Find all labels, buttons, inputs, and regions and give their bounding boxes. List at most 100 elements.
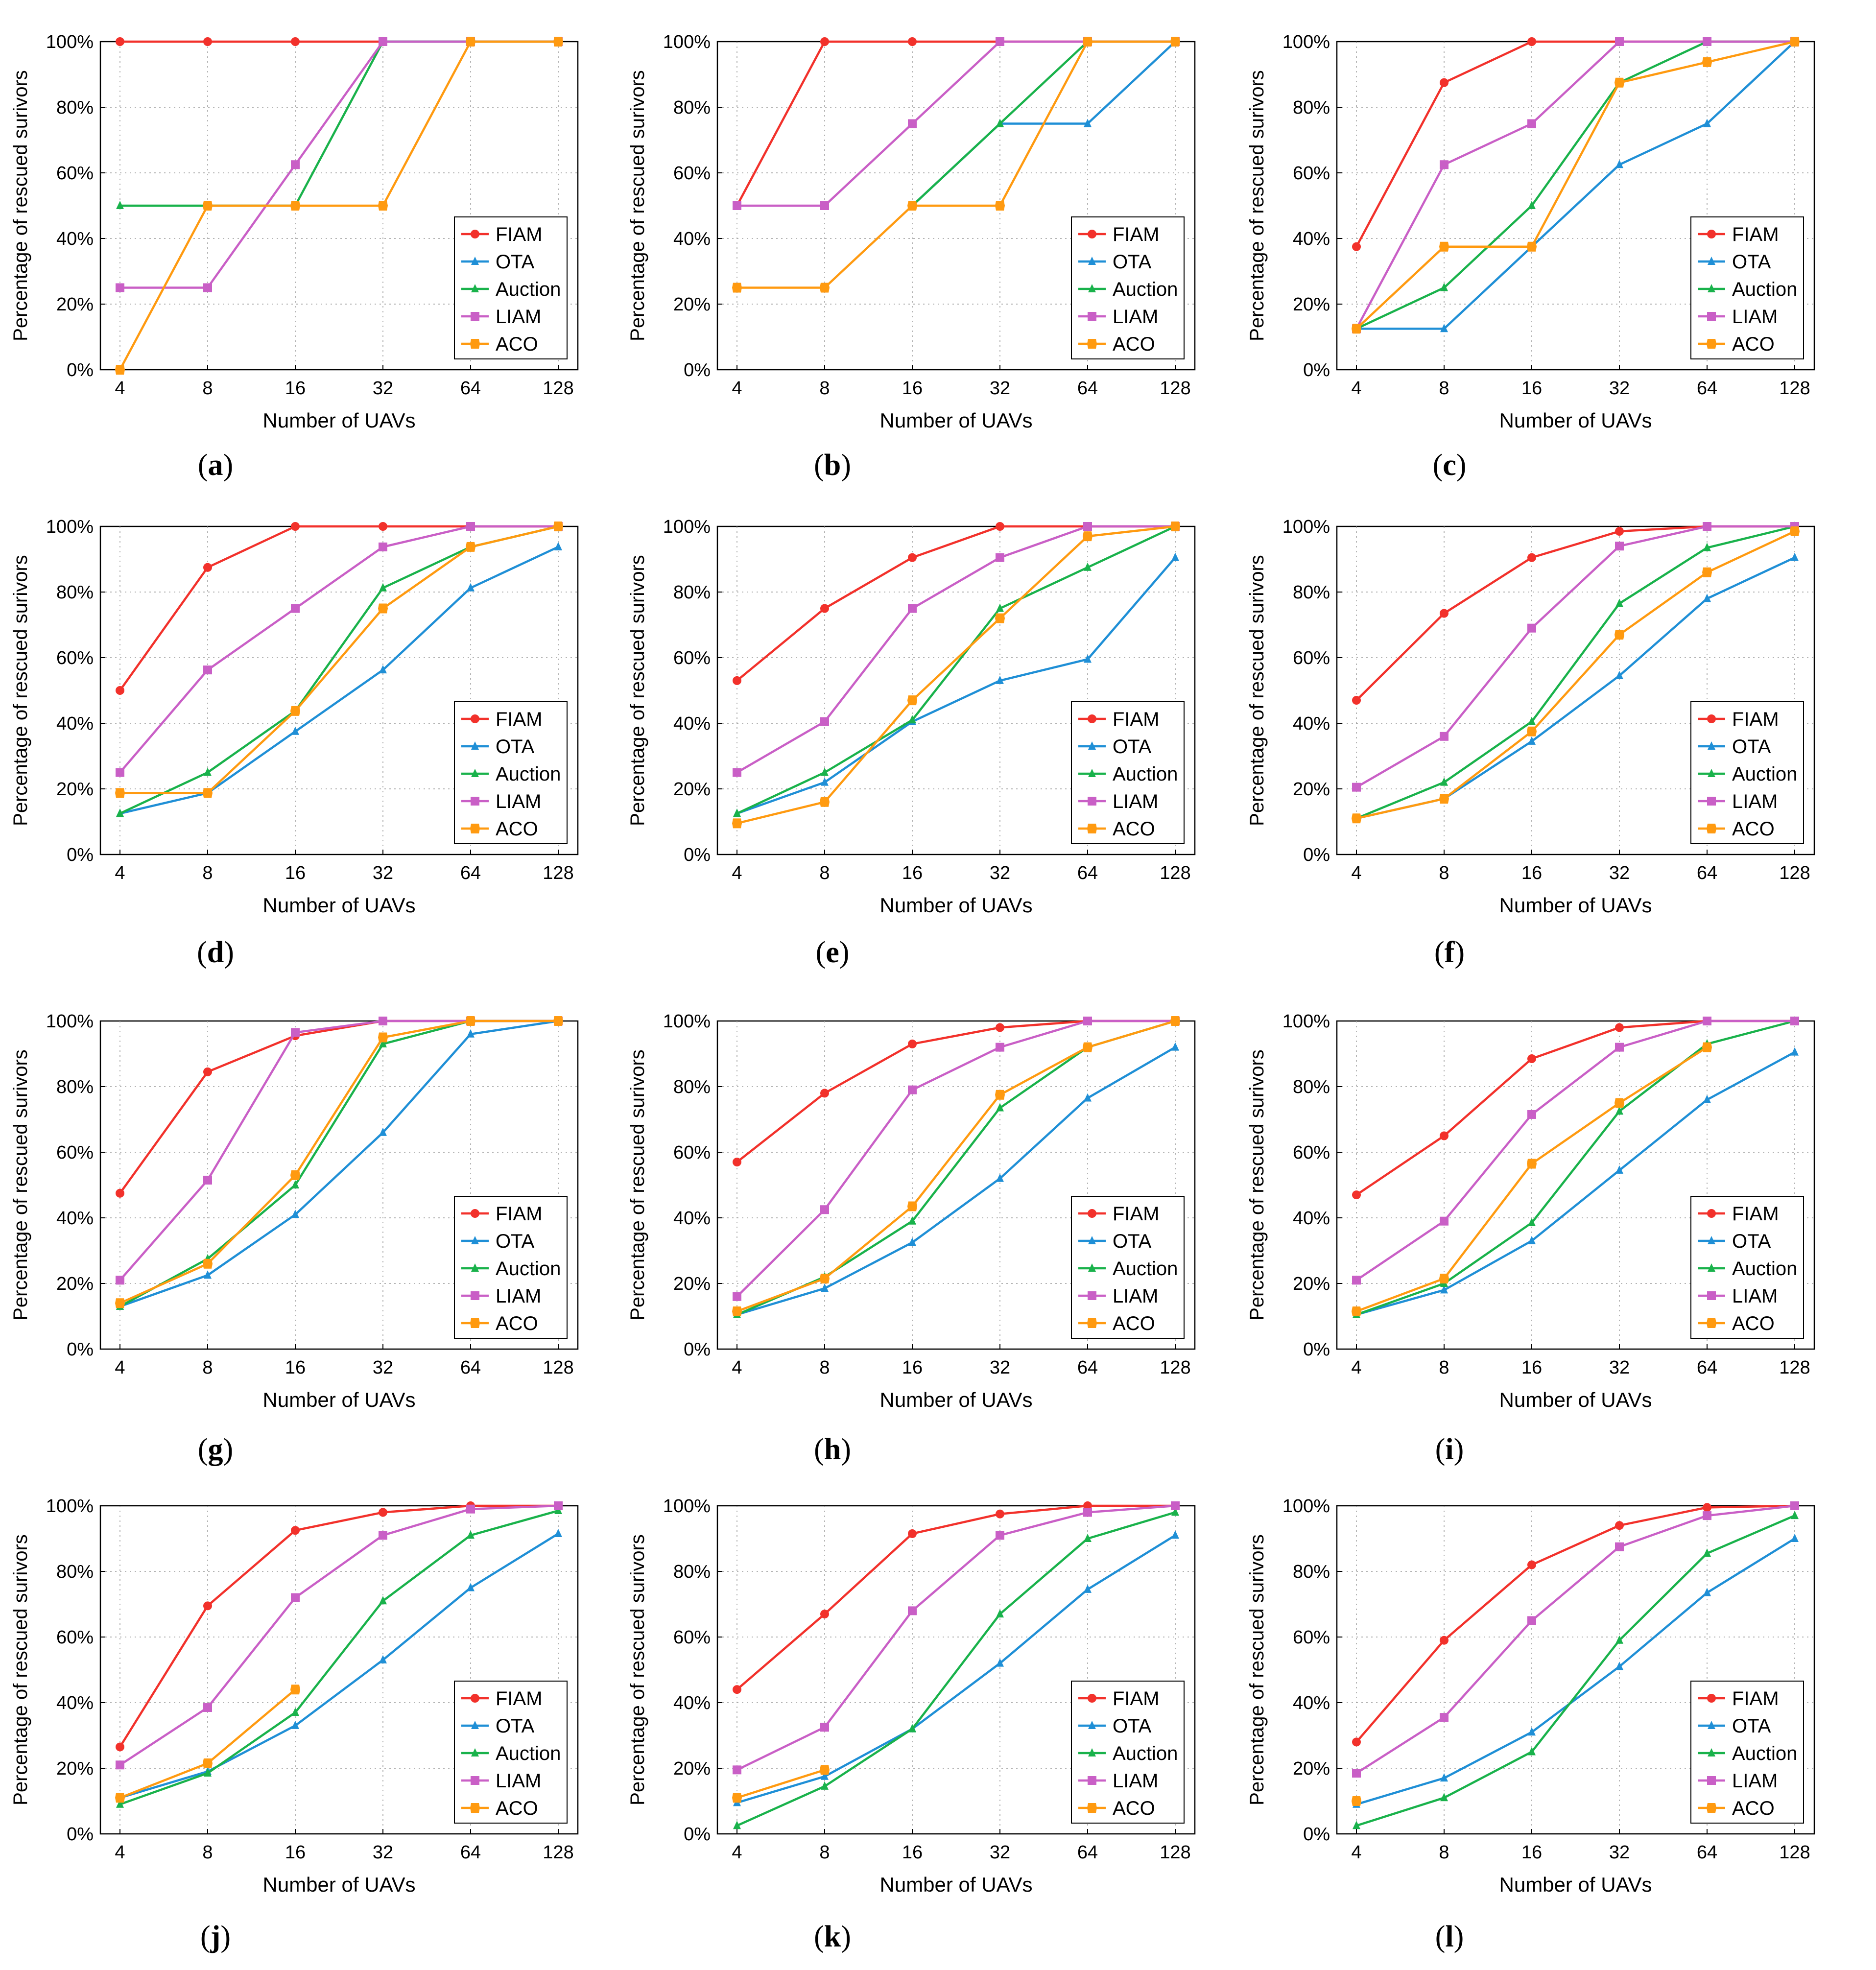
series-line-auction [736, 525, 1176, 815]
data-point-aco [466, 1016, 475, 1026]
y-tick-label: 40% [56, 713, 94, 734]
data-point-fiam [1352, 1190, 1361, 1200]
panel-letter: j [210, 1920, 221, 1953]
x-tick-label: 16 [285, 1357, 306, 1378]
data-point-liam [379, 542, 387, 551]
data-point-liam [203, 1703, 212, 1712]
data-point-liam [996, 1043, 1004, 1052]
data-point-fiam [996, 1509, 1004, 1519]
data-point-liam [291, 160, 300, 169]
data-point-liam [116, 768, 124, 777]
data-point-ota [1708, 741, 1715, 750]
data-point-aco [1615, 77, 1624, 88]
data-point-auction [821, 767, 829, 776]
plot-frame [1336, 1020, 1815, 1350]
data-point-aco [1352, 1306, 1361, 1316]
data-point-liam [1440, 1713, 1449, 1722]
x-tick-label: 32 [1609, 378, 1630, 399]
data-point-auction [1615, 1635, 1623, 1644]
data-point-ota [471, 1236, 479, 1244]
data-point-ota [554, 542, 562, 550]
plot-frame [716, 1505, 1196, 1835]
data-point-aco [470, 824, 480, 833]
data-point-fiam [1352, 1737, 1361, 1747]
data-point-ota [471, 741, 479, 750]
data-point-ota [1088, 741, 1096, 750]
data-point-aco [470, 339, 480, 349]
data-point-liam [1440, 1216, 1449, 1226]
data-point-aco [203, 201, 213, 211]
x-tick-label: 64 [1697, 378, 1717, 399]
data-point-liam [996, 37, 1004, 46]
data-point-aco [907, 695, 917, 706]
legend-label-ota: OTA [496, 736, 535, 758]
x-tick-label: 4 [732, 1842, 742, 1863]
data-point-auction [1791, 1511, 1799, 1519]
x-tick-label: 64 [1077, 863, 1098, 883]
y-tick-label: 20% [673, 779, 711, 800]
y-tick-label: 100% [46, 517, 94, 537]
x-tick-label: 8 [1439, 1357, 1449, 1378]
data-point-ota [1440, 1773, 1448, 1782]
y-tick-label: 100% [46, 1011, 94, 1032]
data-point-liam [908, 604, 917, 613]
data-point-aco [1615, 1098, 1624, 1108]
legend-label-aco: ACO [496, 818, 538, 840]
data-point-ota [291, 726, 299, 735]
data-point-liam [1083, 1017, 1092, 1025]
data-point-aco [820, 1273, 830, 1283]
data-point-liam [554, 1501, 563, 1510]
data-point-aco [1083, 531, 1092, 542]
y-tick-label: 60% [673, 648, 711, 668]
data-point-aco [466, 542, 475, 552]
panel-label-l: (l) [1435, 1920, 1464, 1953]
data-point-liam [1440, 160, 1449, 169]
data-point-ota [1440, 1285, 1448, 1294]
panel-label-h: (h) [814, 1433, 851, 1466]
data-point-aco [115, 1298, 125, 1308]
x-axis-label: Number of UAVs [263, 1873, 416, 1896]
y-tick-label: 60% [56, 1142, 94, 1163]
y-tick-label: 20% [56, 1758, 94, 1779]
x-tick-label: 16 [1521, 1357, 1542, 1378]
data-point-aco [732, 1793, 742, 1803]
data-point-fiam [203, 1601, 212, 1611]
y-tick-label: 80% [673, 1562, 711, 1582]
data-point-fiam [1088, 714, 1096, 723]
y-tick-label: 20% [673, 1274, 711, 1294]
legend-label-aco: ACO [1113, 818, 1155, 840]
legend-label-aco: ACO [496, 1313, 538, 1334]
data-point-fiam [820, 1089, 829, 1098]
data-point-ota [1615, 670, 1623, 679]
y-tick-label: 20% [56, 1274, 94, 1294]
data-point-auction [908, 1724, 916, 1733]
data-point-ota [467, 1029, 475, 1038]
panel-label-g: (g) [197, 1433, 234, 1466]
data-point-liam [1615, 1542, 1624, 1551]
data-point-liam [1352, 1769, 1361, 1778]
data-point-auction [908, 1216, 916, 1225]
y-tick-label: 60% [1293, 1627, 1330, 1648]
data-point-aco [1083, 37, 1092, 47]
data-point-ota [471, 257, 479, 265]
legend-label-auction: Auction [1732, 1743, 1797, 1764]
y-tick-label: 0% [1303, 1339, 1330, 1360]
y-tick-label: 100% [1282, 1011, 1330, 1032]
data-point-auction [1088, 1263, 1096, 1272]
panel-label-e: (e) [815, 936, 850, 969]
y-axis-label: Percentage of rescued surivors [627, 70, 648, 341]
data-point-auction [1708, 1748, 1715, 1756]
data-point-liam [1707, 1776, 1716, 1785]
x-tick-label: 32 [1609, 1842, 1630, 1863]
y-axis-label: Percentage of rescued surivors [1246, 555, 1268, 826]
data-point-aco [1170, 522, 1180, 531]
data-point-ota [1088, 1721, 1096, 1729]
y-tick-label: 40% [1293, 713, 1330, 734]
series-line-aco [119, 40, 558, 371]
panel-letter: h [824, 1433, 841, 1466]
data-point-auction [379, 583, 387, 592]
legend-label-fiam: FIAM [496, 1688, 543, 1709]
data-point-aco [1527, 241, 1537, 252]
y-tick-label: 60% [56, 1627, 94, 1648]
